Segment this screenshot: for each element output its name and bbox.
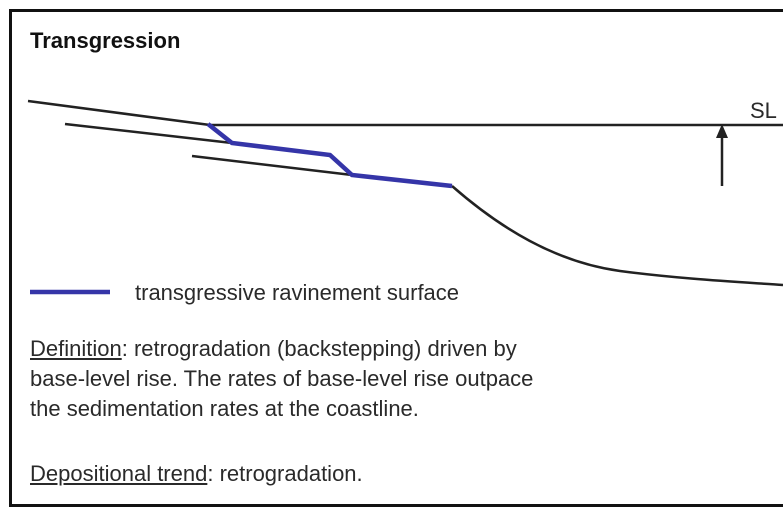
definition-line: base-level rise. The rates of base-level… [30, 366, 534, 391]
definition-line: Definition: retrogradation (backstepping… [30, 338, 517, 360]
title: Transgression [30, 28, 181, 53]
shelf-profile [451, 185, 783, 287]
profile-line [64, 122, 233, 145]
ravinement-surface [206, 122, 453, 189]
definition-text: : retrogradation (backstepping) driven b… [121, 336, 517, 361]
frame [9, 9, 783, 507]
definition-line: the sedimentation rates at the coastline… [30, 396, 419, 421]
sea-level-label: SL [750, 98, 777, 123]
definition-term: Definition [30, 336, 122, 361]
profile-line [27, 99, 211, 127]
trend-line: Depositional trend: retrogradation. [30, 463, 363, 485]
arrow-head [716, 124, 728, 138]
trend-term: Depositional trend [30, 461, 208, 486]
trend-text: : retrogradation. [207, 461, 363, 486]
profile-line [191, 154, 353, 177]
legend-label: transgressive ravinement surface [135, 280, 460, 305]
